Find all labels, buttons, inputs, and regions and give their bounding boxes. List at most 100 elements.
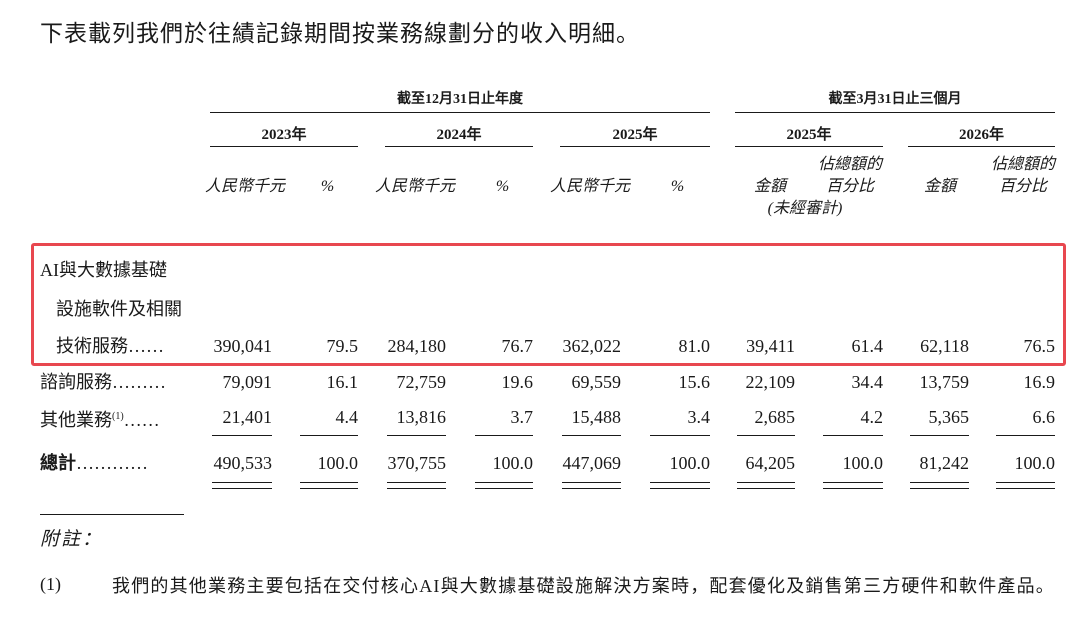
unit-pct-2023: % — [320, 178, 335, 195]
cell: 69,559 — [571, 372, 622, 392]
cell: 100.0 — [317, 453, 359, 473]
notes-separator — [40, 514, 184, 515]
subtotal-rule — [823, 435, 883, 436]
cell: 362,022 — [562, 336, 622, 356]
total-rule — [562, 482, 621, 483]
cell: 15.6 — [678, 372, 711, 392]
unit-pct-total-2026q-1: 佔總額的 — [990, 156, 1055, 173]
header-quarter: 截至3月31日止三個月 — [828, 92, 962, 107]
cell: 100.0 — [492, 453, 534, 473]
row-label-line: 設施軟件及相關 — [56, 299, 182, 319]
total-rule — [737, 482, 795, 483]
total-rule — [475, 488, 533, 489]
cell: 76.5 — [1023, 336, 1056, 356]
unit-pct-total-2025q-1: 佔總額的 — [817, 156, 882, 173]
header-annual-rule — [210, 112, 710, 113]
cell: 4.4 — [335, 407, 359, 427]
year-2026-q1: 2026年 — [958, 127, 1004, 143]
row-label: 總計………… — [40, 451, 148, 475]
year-rule — [735, 146, 883, 147]
total-rule — [910, 488, 969, 489]
unit-pct-total-2025q-2: 百分比 — [825, 178, 874, 195]
row-label: 其他業務(1)…… — [40, 405, 160, 432]
subtotal-rule — [300, 435, 358, 436]
total-rule — [910, 482, 969, 483]
cell: 62,118 — [920, 336, 969, 356]
notes-title: 附註： — [40, 529, 104, 550]
subtotal-rule — [737, 435, 795, 436]
year-2023: 2023年 — [261, 127, 307, 143]
cell: 72,759 — [396, 372, 447, 392]
total-rule — [387, 482, 446, 483]
year-rule — [560, 146, 710, 147]
cell: 370,755 — [387, 453, 447, 473]
cell: 490,533 — [213, 453, 273, 473]
unit-rmb-2025: 人民幣千元 — [549, 178, 630, 195]
year-rule — [908, 146, 1055, 147]
total-rule — [300, 488, 358, 489]
cell: 81,242 — [919, 453, 970, 473]
total-rule — [996, 482, 1055, 483]
cell: 100.0 — [842, 453, 884, 473]
total-rule — [300, 482, 358, 483]
cell: 21,401 — [222, 407, 273, 427]
total-rule — [475, 482, 533, 483]
unit-pct-2025: % — [670, 178, 685, 195]
row-label: 技術服務…… — [56, 334, 164, 358]
cell: 13,816 — [396, 407, 447, 427]
total-rule — [737, 488, 795, 489]
cell: 76.7 — [501, 336, 534, 356]
cell: 390,041 — [213, 336, 273, 356]
subtotal-rule — [562, 435, 621, 436]
header-quarter-rule — [735, 112, 1055, 113]
unit-amount-2026q: 金額 — [923, 178, 956, 195]
total-rule — [996, 488, 1055, 489]
total-rule — [212, 488, 272, 489]
total-rule — [823, 482, 883, 483]
row-label: 諮詢服務……… — [40, 370, 166, 394]
year-2025: 2025年 — [612, 127, 658, 143]
cell: 2,685 — [754, 407, 796, 427]
leader-dots: ……… — [112, 372, 166, 392]
cell: 19.6 — [501, 372, 534, 392]
year-2025-q1: 2025年 — [786, 127, 832, 143]
subtotal-rule — [475, 435, 533, 436]
cell: 79,091 — [222, 372, 273, 392]
cell: 16.9 — [1023, 372, 1056, 392]
total-rule — [212, 482, 272, 483]
row-label-line: 諮詢服務 — [40, 372, 112, 392]
subtotal-rule — [650, 435, 710, 436]
total-rule — [387, 488, 446, 489]
row-label-line: 其他業務 — [40, 410, 112, 430]
total-rule — [562, 488, 621, 489]
note-number: (1) — [40, 574, 61, 594]
total-rule — [650, 488, 710, 489]
subtotal-rule — [996, 435, 1055, 436]
total-rule — [650, 482, 710, 483]
cell: 447,069 — [562, 453, 622, 473]
cell: 15,488 — [571, 407, 622, 427]
cell: 16.1 — [326, 372, 359, 392]
highlight-box — [31, 243, 1066, 366]
subtotal-rule — [910, 435, 969, 436]
cell: 6.6 — [1032, 407, 1056, 427]
cell: 39,411 — [746, 336, 795, 356]
cell: 81.0 — [678, 336, 711, 356]
unit-rmb-2024: 人民幣千元 — [374, 178, 455, 195]
cell: 5,365 — [928, 407, 970, 427]
footnote-ref: (1) — [112, 411, 124, 422]
cell: 100.0 — [1014, 453, 1056, 473]
cell: 22,109 — [745, 372, 796, 392]
leader-dots: …… — [128, 336, 164, 356]
leader-dots: ………… — [76, 453, 148, 473]
unit-unaudited: (未經審計) — [767, 200, 843, 217]
unit-pct-total-2026q-2: 百分比 — [998, 178, 1047, 195]
row-label-line: 總計 — [40, 453, 76, 473]
note-text: 我們的其他業務主要包括在交付核心AI與大數據基礎設施解決方案時，配套優化及銷售第… — [112, 576, 1055, 596]
cell: 13,759 — [919, 372, 970, 392]
intro-text: 下表載列我們於往績記錄期間按業務線劃分的收入明細。 — [40, 21, 640, 46]
unit-rmb-2023: 人民幣千元 — [204, 178, 285, 195]
cell: 64,205 — [745, 453, 796, 473]
cell: 3.7 — [510, 407, 534, 427]
cell: 3.4 — [687, 407, 711, 427]
